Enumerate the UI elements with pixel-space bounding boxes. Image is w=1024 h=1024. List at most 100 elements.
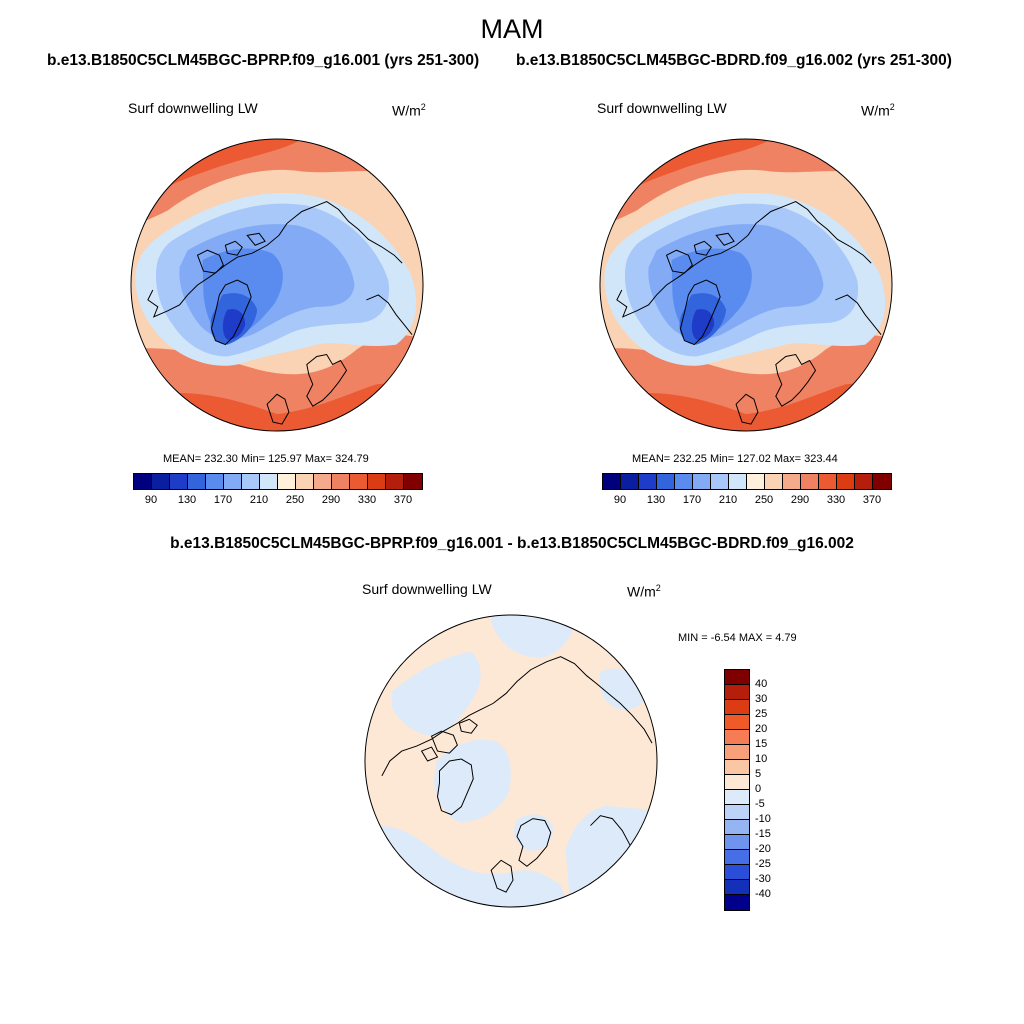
left-colorbar [133,473,423,490]
right-colorbar-tick-label: 250 [754,494,774,506]
right-colorbar-tick-label: 170 [682,494,702,506]
diff-colorbar-tick-label: 10 [755,753,768,765]
diff-colorbar-box [725,760,749,775]
left-colorbar-box [134,474,152,489]
right-colorbar-ticks: 90 130 170 210 250 290 330 370 [602,494,892,508]
left-colorbar-tick-label: 130 [177,494,197,506]
diff-colorbar-tick-label: -20 [755,843,771,855]
right-colorbar-box [675,474,693,489]
left-colorbar-box [260,474,278,489]
diff-colorbar-tick-label: -25 [755,858,771,870]
left-colorbar-tick-label: 90 [144,494,158,506]
right-colorbar-box [747,474,765,489]
left-colorbar-box [386,474,404,489]
left-colorbar-box [314,474,332,489]
diff-colorbar-box [725,715,749,730]
difference-title: b.e13.B1850C5CLM45BGC-BPRP.f09_g16.001 -… [170,535,854,552]
right-colorbar-box [819,474,837,489]
diff-colorbar-box [725,820,749,835]
right-colorbar-tick-label: 90 [613,494,627,506]
diff-variable-label: Surf downwelling LW [362,581,492,597]
diff-colorbar-tick-label: 25 [755,708,768,720]
right-case-title: b.e13.B1850C5CLM45BGC-BDRD.f09_g16.002 (… [516,52,952,69]
diff-colorbar-box [725,670,749,685]
diff-colorbar-box [725,790,749,805]
diff-colorbar-box [725,865,749,880]
right-colorbar-box [603,474,621,489]
right-colorbar-box [837,474,855,489]
left-variable-label: Surf downwelling LW [128,100,258,116]
left-colorbar-box [152,474,170,489]
diff-colorbar-box [725,880,749,895]
diff-colorbar-box [725,895,749,910]
right-colorbar-box [783,474,801,489]
diff-colorbar-tick-label: -40 [755,888,771,900]
season-title: MAM [480,14,544,44]
right-polar-map [599,138,893,432]
left-colorbar-box [404,474,422,489]
diff-colorbar-box [725,805,749,820]
right-colorbar [602,473,892,490]
right-colorbar-box [657,474,675,489]
left-colorbar-box [170,474,188,489]
left-colorbar-box [368,474,386,489]
diff-colorbar-tick-label: 15 [755,738,768,750]
difference-polar-map [364,614,658,908]
right-colorbar-tick-label: 370 [862,494,882,506]
right-colorbar-tick-label: 290 [790,494,810,506]
right-colorbar-box [801,474,819,489]
diff-colorbar-tick-label: -15 [755,828,771,840]
diff-colorbar-box [725,685,749,700]
right-colorbar-box [873,474,891,489]
diff-colorbar-box [725,835,749,850]
diff-colorbar-tick-label: -10 [755,813,771,825]
left-colorbar-tick-label: 210 [249,494,269,506]
left-colorbar-box [296,474,314,489]
right-units-label: W/m2 [861,102,895,119]
diff-colorbar-tick-label: 20 [755,723,768,735]
diff-colorbar-tick-label: 40 [755,678,768,690]
left-polar-map [130,138,424,432]
left-colorbar-box [224,474,242,489]
diff-stats: MIN = -6.54 MAX = 4.79 [678,632,797,644]
right-colorbar-box [855,474,873,489]
diff-colorbar-tick-label: -30 [755,873,771,885]
left-colorbar-tick-label: 330 [357,494,377,506]
left-colorbar-tick-label: 370 [393,494,413,506]
left-colorbar-box [332,474,350,489]
right-colorbar-box [693,474,711,489]
diff-colorbar-tick-label: 5 [755,768,762,780]
left-colorbar-tick-label: 250 [285,494,305,506]
right-colorbar-tick-label: 330 [826,494,846,506]
right-colorbar-tick-label: 210 [718,494,738,506]
left-colorbar-box [242,474,260,489]
diff-colorbar [724,669,750,911]
diff-colorbar-box [725,775,749,790]
left-colorbar-tick-label: 170 [213,494,233,506]
diff-colorbar-tick-label: -5 [755,798,765,810]
diff-colorbar-box [725,730,749,745]
left-colorbar-box [206,474,224,489]
right-variable-label: Surf downwelling LW [597,100,727,116]
right-colorbar-box [621,474,639,489]
left-colorbar-box [188,474,206,489]
right-colorbar-tick-label: 130 [646,494,666,506]
right-colorbar-box [639,474,657,489]
right-colorbar-box [711,474,729,489]
left-colorbar-box [278,474,296,489]
left-colorbar-box [350,474,368,489]
diff-colorbar-tick-label: 0 [755,783,762,795]
diff-colorbar-tick-label: 30 [755,693,768,705]
right-colorbar-box [765,474,783,489]
diff-colorbar-ticks: 40 30 25 20 15 10 5 0 -5 -10 -15 -20 -25 -30 -40 [755,669,795,911]
right-colorbar-box [729,474,747,489]
left-colorbar-tick-label: 290 [321,494,341,506]
diff-units-label: W/m2 [627,583,661,600]
diff-colorbar-box [725,700,749,715]
left-units-label: W/m2 [392,102,426,119]
diff-colorbar-box [725,745,749,760]
left-colorbar-ticks: 90 130 170 210 250 290 330 370 [133,494,423,508]
left-case-title: b.e13.B1850C5CLM45BGC-BPRP.f09_g16.001 (… [47,52,480,69]
right-stats: MEAN= 232.25 Min= 127.02 Max= 323.44 [632,453,838,465]
left-stats: MEAN= 232.30 Min= 125.97 Max= 324.79 [163,453,369,465]
